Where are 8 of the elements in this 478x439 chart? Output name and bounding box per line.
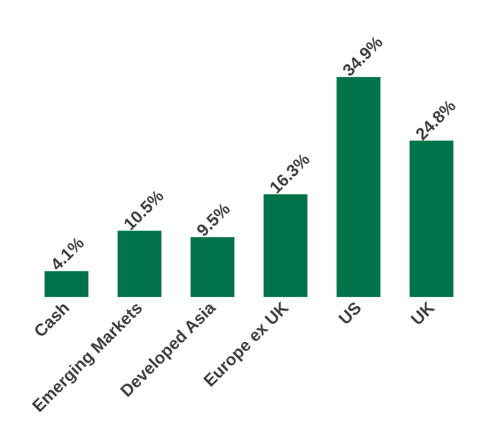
bar bbox=[118, 230, 162, 297]
bar bbox=[410, 140, 454, 297]
bar bbox=[336, 77, 380, 297]
bar bbox=[44, 271, 88, 297]
x-tick-label: UK bbox=[407, 298, 439, 330]
x-tick-label: US bbox=[335, 298, 366, 328]
bar bbox=[190, 237, 234, 297]
bar bbox=[264, 194, 308, 297]
